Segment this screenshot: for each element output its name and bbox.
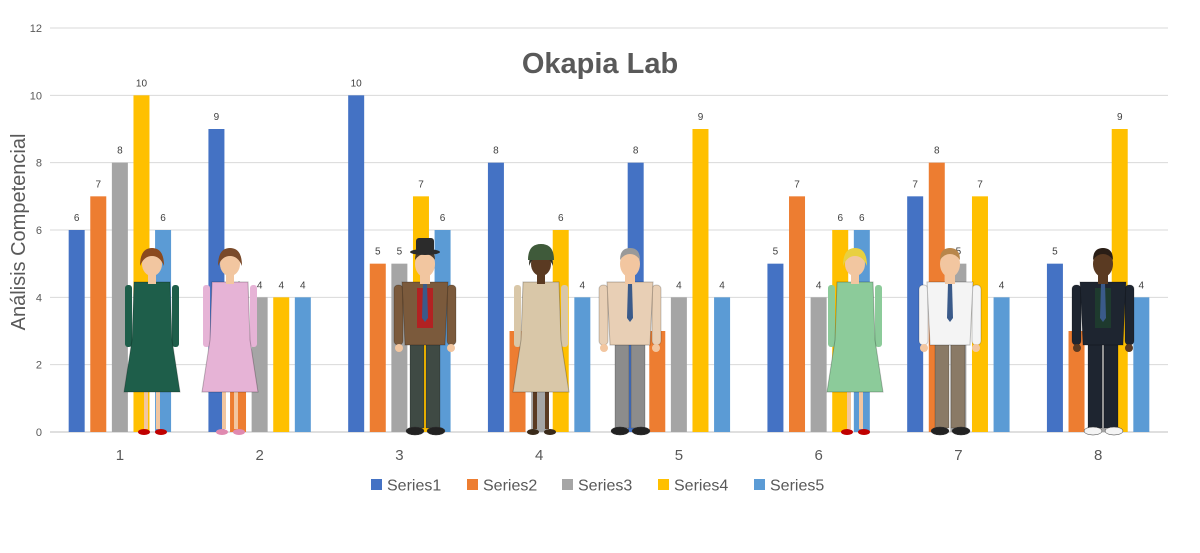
data-label: 7 — [418, 179, 424, 190]
data-label: 5 — [956, 247, 962, 258]
data-label: 6 — [440, 213, 446, 224]
data-label: 6 — [859, 213, 865, 224]
x-tick-label: 7 — [954, 447, 962, 464]
data-label: 5 — [773, 247, 779, 258]
y-tick-label: 8 — [36, 158, 42, 170]
bar-series1-cat-4 — [487, 162, 504, 432]
y-tick-label: 2 — [36, 360, 42, 372]
bar-series2-cat-3 — [369, 263, 386, 432]
legend-swatch-series2 — [467, 479, 478, 490]
data-label: 9 — [1117, 112, 1123, 123]
data-label: 4 — [257, 280, 263, 291]
y-tick-label: 0 — [36, 427, 42, 439]
data-label: 8 — [633, 146, 639, 157]
x-tick-label: 3 — [395, 447, 403, 464]
data-label: 4 — [580, 280, 586, 291]
x-tick-label: 6 — [814, 447, 822, 464]
woman-green-dress-icon — [123, 248, 181, 435]
bar-series5-cat-7 — [993, 297, 1010, 432]
y-tick-label: 12 — [30, 23, 42, 35]
data-label: 8 — [493, 146, 499, 157]
man-white-shirt-suspenders-icon — [918, 248, 982, 436]
bar-series5-cat-2 — [294, 297, 311, 432]
bar-series3-cat-6 — [810, 297, 827, 432]
data-label: 4 — [676, 280, 682, 291]
data-label: 7 — [794, 179, 800, 190]
legend-label-series4: Series4 — [674, 478, 728, 495]
data-label: 4 — [999, 280, 1005, 291]
data-label: 6 — [558, 213, 564, 224]
data-label: 5 — [375, 247, 381, 258]
y-tick-label: 6 — [36, 225, 42, 237]
data-label: 6 — [160, 213, 166, 224]
x-tick-label: 8 — [1094, 447, 1102, 464]
man-dark-suit-icon — [1071, 248, 1135, 436]
data-label: 8 — [117, 146, 123, 157]
man-beige-shirt-tie-icon — [598, 248, 662, 436]
bar-series5-cat-4 — [574, 297, 591, 432]
data-label: 9 — [698, 112, 704, 123]
woman-beige-dress-icon — [512, 244, 570, 435]
y-axis-ticks: 0 2 4 6 8 10 12 — [30, 23, 42, 439]
data-label: 7 — [977, 179, 983, 190]
data-label: 4 — [300, 280, 306, 291]
legend-swatch-series1 — [371, 479, 382, 490]
bar-series5-cat-8 — [1133, 297, 1150, 432]
woman-pink-dress-icon — [201, 248, 259, 435]
bar-series2-cat-5 — [649, 331, 666, 432]
legend-label-series2: Series2 — [483, 478, 537, 495]
woman-green-polka-dress-icon — [826, 248, 884, 435]
data-label: 5 — [397, 247, 403, 258]
bar-series3-cat-5 — [670, 297, 687, 432]
bar-series3-cat-1 — [111, 162, 128, 432]
data-label: 7 — [95, 179, 101, 190]
data-label: 4 — [278, 280, 284, 291]
bar-series2-cat-6 — [789, 196, 806, 432]
y-tick-label: 10 — [30, 90, 42, 102]
x-tick-label: 4 — [535, 447, 543, 464]
bar-series1-cat-3 — [348, 95, 365, 432]
y-tick-label: 4 — [36, 292, 42, 304]
x-tick-label: 1 — [116, 447, 124, 464]
bar-series1-cat-8 — [1046, 263, 1063, 432]
legend-label-series5: Series5 — [770, 478, 824, 495]
legend-swatch-series4 — [658, 479, 669, 490]
bar-series5-cat-5 — [714, 297, 731, 432]
bar-series4-cat-2 — [273, 297, 290, 432]
data-label: 5 — [1052, 247, 1058, 258]
data-label: 4 — [816, 280, 822, 291]
data-label: 9 — [214, 112, 220, 123]
x-tick-label: 2 — [255, 447, 263, 464]
legend: Series1 Series2 Series3 Series4 Series5 — [371, 478, 824, 495]
man-brown-suit-hat-icon — [393, 238, 457, 436]
chart-title: Okapia Lab — [522, 48, 678, 80]
bar-series2-cat-1 — [90, 196, 107, 432]
bar-series2-cat-8 — [1068, 331, 1085, 432]
x-axis-ticks: 1 2 3 4 5 6 7 8 — [116, 447, 1103, 464]
y-axis-title: Análisis Competencial — [8, 134, 30, 331]
legend-swatch-series5 — [754, 479, 765, 490]
data-label: 7 — [912, 179, 918, 190]
bar-series4-cat-5 — [692, 129, 709, 432]
legend-swatch-series3 — [562, 479, 573, 490]
bar-series1-cat-6 — [767, 263, 784, 432]
legend-label-series3: Series3 — [578, 478, 632, 495]
data-label: 10 — [136, 78, 148, 89]
legend-label-series1: Series1 — [387, 478, 441, 495]
bar-series1-cat-7 — [907, 196, 924, 432]
data-label: 10 — [351, 78, 363, 89]
data-label: 8 — [934, 146, 940, 157]
data-label: 4 — [719, 280, 725, 291]
x-tick-label: 5 — [675, 447, 683, 464]
data-label: 6 — [74, 213, 80, 224]
bar-series1-cat-1 — [68, 230, 85, 432]
data-label: 6 — [837, 213, 843, 224]
figures — [123, 238, 1135, 436]
data-label: 4 — [1139, 280, 1145, 291]
